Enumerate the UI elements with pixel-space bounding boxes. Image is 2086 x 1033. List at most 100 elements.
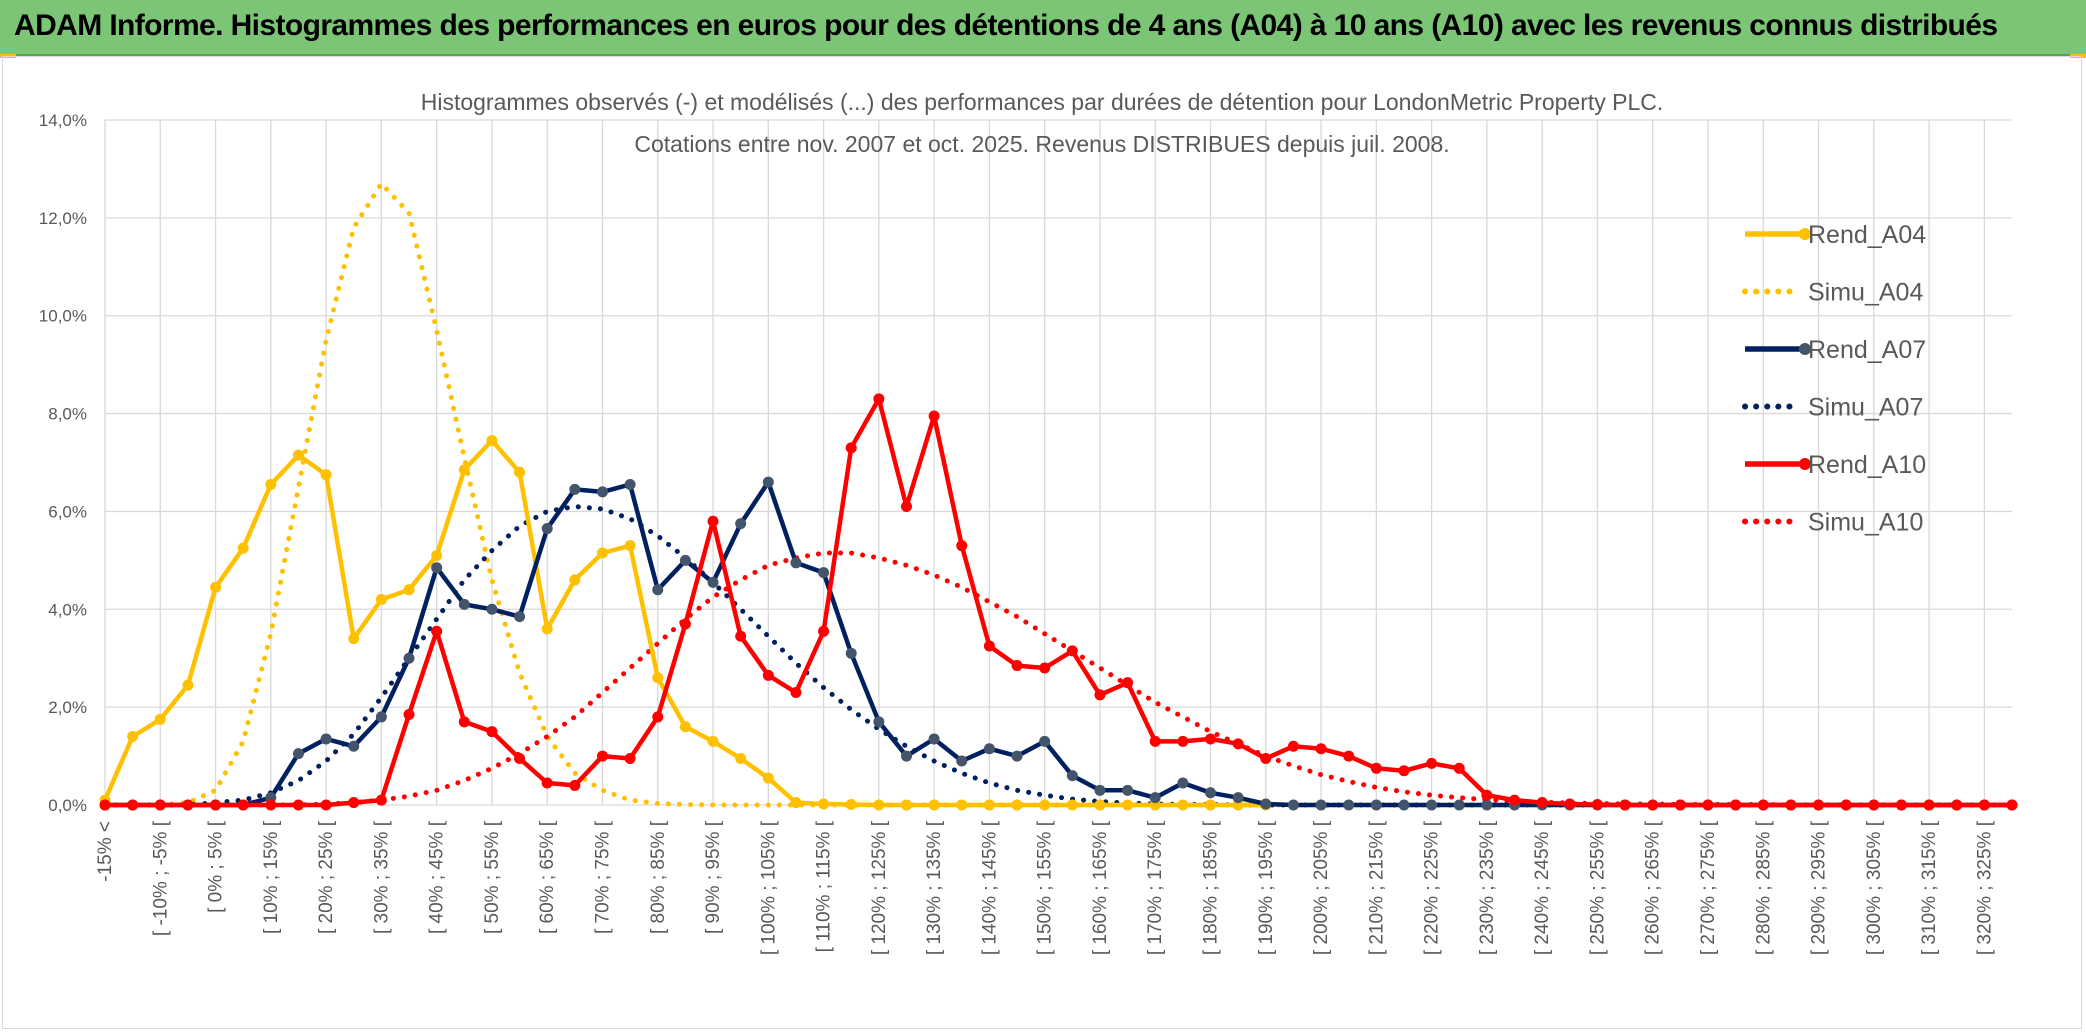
rend-a07-point xyxy=(928,733,940,745)
rend-a10-point xyxy=(1287,740,1299,752)
simu-a04-line xyxy=(102,179,2015,808)
rend-a04-point xyxy=(928,799,940,811)
x-tick-label: [ 170% ; 175% [ xyxy=(1145,820,1166,955)
rend-a10-point xyxy=(154,799,166,811)
rend-a10-point xyxy=(983,640,995,652)
rend-a07-point xyxy=(679,554,691,566)
x-tick-label: [ 120% ; 125% [ xyxy=(869,820,890,955)
rend-a10-point xyxy=(900,501,912,513)
rend-a04-point xyxy=(735,753,747,765)
rend-a04-point xyxy=(237,542,249,554)
rend-a07-point xyxy=(596,486,608,498)
rend-a10-point xyxy=(624,753,636,765)
rend-a10-line xyxy=(105,396,2012,808)
grid-lines xyxy=(104,119,2012,806)
rend-a10-point xyxy=(265,799,277,811)
rend-a04-point xyxy=(707,735,719,747)
rend-a07-point xyxy=(707,576,719,588)
y-tick-label: 12,0% xyxy=(39,209,87,228)
rend-a10-point xyxy=(1453,762,1465,774)
rend-a07-point xyxy=(1453,799,1465,811)
x-tick-label: [ 30% ; 35% [ xyxy=(371,820,392,934)
rend-a07-point xyxy=(762,476,774,488)
x-tick-label: [ 50% ; 55% [ xyxy=(482,820,503,934)
legend-label: Simu_A10 xyxy=(1808,509,1923,537)
x-tick-label: [ 10% ; 15% [ xyxy=(261,820,282,934)
rend-a10-point xyxy=(1674,799,1686,811)
rend-a10-point xyxy=(348,797,360,809)
rend-a10-point xyxy=(1398,765,1410,777)
chart-subtitle: Cotations entre nov. 2007 et oct. 2025. … xyxy=(634,131,1449,157)
legend-label: Simu_A07 xyxy=(1808,394,1923,422)
rend-a04-point xyxy=(541,623,553,635)
rend-a10-point xyxy=(569,779,581,791)
rend-a10-point xyxy=(237,799,249,811)
rend-a04-point xyxy=(154,713,166,725)
x-tick-label: [ 260% ; 265% [ xyxy=(1643,820,1664,955)
rend-a07-point xyxy=(873,716,885,728)
x-tick-label: [ 250% ; 255% [ xyxy=(1587,820,1608,955)
rend-a04-point xyxy=(569,574,581,586)
rend-a07-point xyxy=(1260,798,1272,810)
rend-a04-point xyxy=(210,581,222,593)
chart-legend: Rend_A04 Simu_A04 Rend_A07 Simu_A07 Rend_A10… xyxy=(1742,221,1926,537)
y-tick-label: 10,0% xyxy=(39,307,87,326)
rend-a07-point xyxy=(1122,784,1134,796)
legend-marker xyxy=(1799,458,1811,470)
legend-marker xyxy=(1799,228,1811,240)
rend-a10-point xyxy=(1757,799,1769,811)
rend-a07-point xyxy=(1011,750,1023,762)
rend-a10-point xyxy=(1177,735,1189,747)
rend-a04-point xyxy=(956,799,968,811)
rend-a07-point xyxy=(431,562,443,574)
rend-a07-point xyxy=(900,750,912,762)
rend-a10-point xyxy=(1647,799,1659,811)
rend-a07-point xyxy=(818,567,830,579)
rend-a10-point xyxy=(1011,660,1023,672)
rend-a10-point xyxy=(652,711,664,723)
rend-a10-point xyxy=(1536,797,1548,809)
rend-a04-point xyxy=(818,798,830,810)
rend-a10-point xyxy=(1481,789,1493,801)
x-tick-label: [ 300% ; 305% [ xyxy=(1864,820,1885,955)
rend-a10-point xyxy=(1591,799,1603,811)
rend-a07-point xyxy=(624,479,636,491)
rend-a10-point xyxy=(735,630,747,642)
banner-title: ADAM Informe. Histogrammes des performan… xyxy=(14,9,1998,42)
rend-a10-point xyxy=(845,442,857,454)
rend-a04-point xyxy=(624,540,636,552)
rend-a04-point xyxy=(873,799,885,811)
x-tick-label: [ 280% ; 285% [ xyxy=(1753,820,1774,955)
rend-a07-point xyxy=(514,611,526,623)
rend-a10-point xyxy=(1813,799,1825,811)
chart-title: Histogrammes observés (-) et modélisés (… xyxy=(421,89,1664,115)
rend-a04-point xyxy=(458,464,470,476)
y-tick-label: 8,0% xyxy=(48,405,87,424)
rend-a07-point xyxy=(956,755,968,767)
rend-a07-point xyxy=(458,598,470,610)
rend-a10-point xyxy=(1205,733,1217,745)
x-tick-label: [ 140% ; 145% [ xyxy=(979,820,1000,955)
y-tick-label: 6,0% xyxy=(48,502,87,521)
rend-a04-point xyxy=(1122,799,1134,811)
rend-a07-point xyxy=(735,518,747,530)
x-tick-label: [ 320% ; 325% [ xyxy=(1974,820,1995,955)
rend-a10-point xyxy=(375,794,387,806)
y-tick-label: 14,0% xyxy=(39,111,87,130)
legend-marker xyxy=(1799,343,1811,355)
rend-a07-point xyxy=(403,652,415,664)
rend-a07-point xyxy=(1370,799,1382,811)
rend-a10-point xyxy=(514,753,526,765)
legend-label: Rend_A04 xyxy=(1808,221,1926,249)
x-tick-label: [ 110% ; 115% [ xyxy=(814,820,835,952)
rend-a10-point xyxy=(2006,799,2018,811)
rend-a10-point xyxy=(873,393,885,405)
x-tick-label: [ -10% ; -5% [ xyxy=(150,820,171,936)
rend-a07-point xyxy=(1066,770,1078,782)
rend-a10-point xyxy=(99,799,111,811)
y-tick-label: 0,0% xyxy=(48,796,87,815)
rend-a07-point xyxy=(790,557,802,569)
rend-a07-point xyxy=(348,740,360,752)
rend-a04-point xyxy=(320,469,332,481)
rend-a07-point xyxy=(1205,787,1217,799)
